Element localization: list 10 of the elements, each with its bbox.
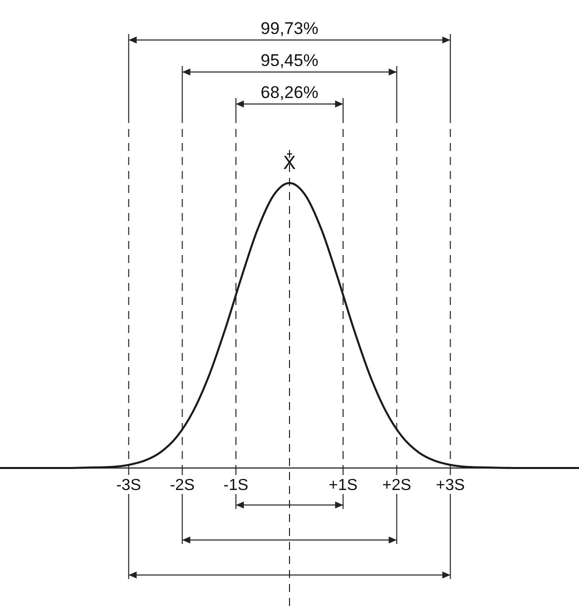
x-tick-label: +3S	[436, 477, 465, 494]
x-tick-label: +2S	[382, 477, 412, 494]
text: 68,26%	[260, 83, 318, 102]
x-tick-label: -1S	[223, 477, 248, 494]
annotation: X̄	[283, 153, 296, 174]
x-tick-label: +1S	[328, 477, 358, 494]
text: 95,45%	[260, 51, 318, 70]
x-tick-label: -3S	[116, 477, 142, 494]
x-tick-label: -2S	[170, 477, 195, 494]
text: 99,73%	[260, 19, 318, 38]
